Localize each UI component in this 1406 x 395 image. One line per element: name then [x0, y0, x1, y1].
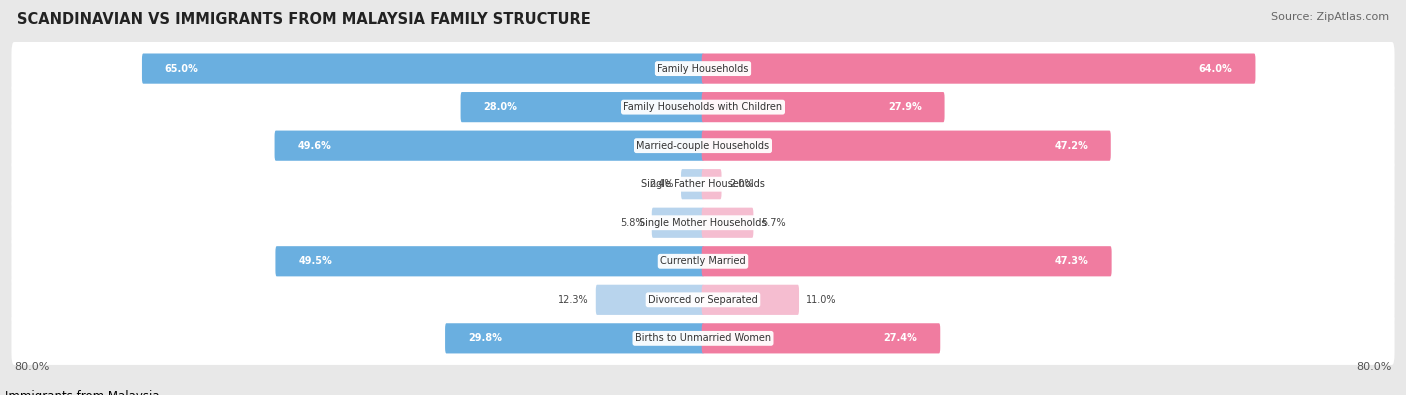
FancyBboxPatch shape: [274, 131, 704, 161]
Legend: Scandinavian, Immigrants from Malaysia: Scandinavian, Immigrants from Malaysia: [0, 386, 165, 395]
Text: 29.8%: 29.8%: [468, 333, 502, 343]
FancyBboxPatch shape: [702, 169, 721, 199]
Text: Births to Unmarried Women: Births to Unmarried Women: [636, 333, 770, 343]
FancyBboxPatch shape: [702, 246, 1112, 276]
Text: 27.4%: 27.4%: [884, 333, 918, 343]
FancyBboxPatch shape: [461, 92, 704, 122]
FancyBboxPatch shape: [11, 81, 1395, 134]
FancyBboxPatch shape: [11, 312, 1395, 365]
Text: 64.0%: 64.0%: [1199, 64, 1233, 73]
FancyBboxPatch shape: [702, 53, 1256, 84]
FancyBboxPatch shape: [11, 196, 1395, 249]
FancyBboxPatch shape: [702, 92, 945, 122]
FancyBboxPatch shape: [11, 119, 1395, 172]
Text: 49.6%: 49.6%: [298, 141, 332, 150]
FancyBboxPatch shape: [11, 235, 1395, 288]
Text: 28.0%: 28.0%: [484, 102, 517, 112]
FancyBboxPatch shape: [11, 42, 1395, 95]
Text: 80.0%: 80.0%: [1357, 362, 1392, 372]
FancyBboxPatch shape: [596, 285, 704, 315]
Text: 11.0%: 11.0%: [807, 295, 837, 305]
FancyBboxPatch shape: [681, 169, 704, 199]
Text: Currently Married: Currently Married: [661, 256, 745, 266]
Text: 65.0%: 65.0%: [165, 64, 198, 73]
FancyBboxPatch shape: [702, 285, 799, 315]
FancyBboxPatch shape: [446, 323, 704, 354]
FancyBboxPatch shape: [142, 53, 704, 84]
FancyBboxPatch shape: [702, 208, 754, 238]
Text: Source: ZipAtlas.com: Source: ZipAtlas.com: [1271, 12, 1389, 22]
Text: 49.5%: 49.5%: [298, 256, 332, 266]
Text: 2.4%: 2.4%: [650, 179, 673, 189]
Text: Married-couple Households: Married-couple Households: [637, 141, 769, 150]
FancyBboxPatch shape: [702, 131, 1111, 161]
Text: Single Father Households: Single Father Households: [641, 179, 765, 189]
FancyBboxPatch shape: [11, 158, 1395, 211]
Text: Divorced or Separated: Divorced or Separated: [648, 295, 758, 305]
Text: 47.2%: 47.2%: [1054, 141, 1088, 150]
FancyBboxPatch shape: [652, 208, 704, 238]
FancyBboxPatch shape: [276, 246, 704, 276]
Text: 2.0%: 2.0%: [728, 179, 754, 189]
FancyBboxPatch shape: [702, 323, 941, 354]
Text: 5.8%: 5.8%: [620, 218, 644, 228]
Text: 47.3%: 47.3%: [1054, 256, 1088, 266]
Text: 12.3%: 12.3%: [558, 295, 589, 305]
Text: Family Households: Family Households: [658, 64, 748, 73]
Text: 80.0%: 80.0%: [14, 362, 49, 372]
Text: 5.7%: 5.7%: [761, 218, 786, 228]
Text: SCANDINAVIAN VS IMMIGRANTS FROM MALAYSIA FAMILY STRUCTURE: SCANDINAVIAN VS IMMIGRANTS FROM MALAYSIA…: [17, 12, 591, 27]
Text: Single Mother Households: Single Mother Households: [640, 218, 766, 228]
FancyBboxPatch shape: [11, 273, 1395, 326]
Text: Family Households with Children: Family Households with Children: [623, 102, 783, 112]
Text: 27.9%: 27.9%: [889, 102, 922, 112]
